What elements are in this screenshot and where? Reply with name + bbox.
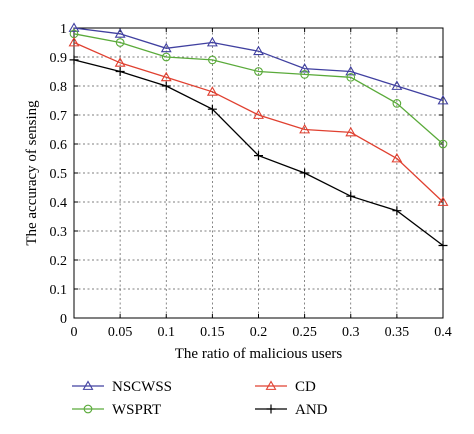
data-point-wsprt bbox=[208, 55, 217, 65]
series-and bbox=[69, 55, 448, 250]
series-wsprt bbox=[69, 29, 448, 149]
data-point-and bbox=[254, 151, 263, 161]
data-point-cd bbox=[114, 57, 126, 67]
x-tick-label: 0.05 bbox=[108, 325, 133, 340]
data-point-cd bbox=[160, 71, 172, 82]
legend-item-wsprt: WSPRT bbox=[72, 402, 161, 418]
x-tick-label: 0.2 bbox=[250, 325, 268, 340]
data-point-cd bbox=[206, 86, 218, 96]
data-point-cd bbox=[437, 196, 449, 206]
data-point-nscwss bbox=[68, 22, 80, 32]
y-tick-label: 0.9 bbox=[50, 51, 68, 66]
y-tick-label: 0.5 bbox=[50, 167, 68, 182]
data-point-nscwss bbox=[160, 42, 172, 53]
legend-item-nscwss: NSCWSS bbox=[72, 379, 172, 395]
data-point-and bbox=[346, 191, 356, 201]
data-point-and bbox=[300, 168, 310, 178]
y-tick-label: 0.7 bbox=[50, 109, 68, 124]
data-point-nscwss bbox=[206, 36, 218, 47]
data-point-and bbox=[115, 67, 125, 76]
x-tick-label: 0.25 bbox=[292, 325, 317, 340]
series-line-wsprt bbox=[73, 33, 444, 145]
data-point-nscwss bbox=[253, 45, 264, 56]
tick-labels: 0 0.05 0.1 0.15 0.2 0.25 0.3 0.35 0.4 0 0.1 0.2 0.3 0… bbox=[50, 22, 452, 340]
x-tick-label: 0.4 bbox=[434, 325, 452, 340]
legend-marker-nscwss bbox=[82, 380, 94, 390]
y-tick-label: 1 bbox=[60, 22, 67, 37]
data-point-and bbox=[392, 206, 402, 216]
y-tick-label: 0.4 bbox=[50, 196, 68, 211]
legend-item-and: AND bbox=[255, 402, 328, 418]
y-tick-label: 0.1 bbox=[50, 283, 68, 298]
y-axis-title: The accuracy of sensing bbox=[24, 100, 40, 246]
series-nscwss bbox=[68, 22, 449, 105]
series-cd bbox=[68, 36, 449, 206]
x-tick-label: 0.1 bbox=[158, 325, 176, 340]
data-point-cd bbox=[253, 109, 264, 119]
y-tick-label: 0.3 bbox=[50, 225, 68, 240]
legend: NSCWSS WSPRT CD AND bbox=[72, 379, 328, 418]
data-point-wsprt bbox=[115, 38, 125, 47]
legend-marker-cd bbox=[265, 380, 277, 390]
y-tick-label: 0.6 bbox=[50, 138, 68, 153]
data-point-and bbox=[207, 104, 217, 114]
legend-label-nscwss: NSCWSS bbox=[112, 379, 172, 395]
legend-label-wsprt: WSPRT bbox=[112, 402, 161, 418]
data-series bbox=[68, 22, 449, 250]
legend-marker-wsprt bbox=[83, 404, 93, 414]
legend-marker-and bbox=[266, 404, 276, 414]
x-tick-label: 0.35 bbox=[385, 325, 410, 340]
legend-label-and: AND bbox=[295, 402, 328, 418]
data-point-nscwss bbox=[391, 80, 403, 90]
data-point-wsprt bbox=[392, 99, 402, 108]
data-point-wsprt bbox=[438, 139, 448, 149]
data-point-nscwss bbox=[437, 94, 449, 105]
data-point-cd bbox=[299, 123, 311, 134]
data-point-nscwss bbox=[299, 62, 311, 73]
legend-label-cd: CD bbox=[295, 379, 316, 395]
x-tick-label: 0.15 bbox=[200, 325, 225, 340]
x-tick-label: 0.3 bbox=[342, 325, 360, 340]
data-point-cd bbox=[345, 126, 357, 137]
data-point-and bbox=[161, 81, 171, 91]
x-tick-label: 0 bbox=[71, 325, 78, 340]
data-point-wsprt bbox=[346, 72, 356, 82]
data-point-cd bbox=[391, 152, 403, 163]
series-line-nscwss bbox=[73, 27, 444, 102]
data-point-and bbox=[438, 241, 448, 250]
grid bbox=[74, 28, 443, 318]
y-tick-label: 0 bbox=[60, 312, 67, 327]
data-point-wsprt bbox=[254, 67, 263, 76]
y-tick-label: 0.2 bbox=[50, 254, 68, 269]
legend-item-cd: CD bbox=[255, 379, 316, 395]
data-point-wsprt bbox=[300, 70, 309, 79]
data-point-and bbox=[69, 55, 79, 65]
data-point-nscwss bbox=[114, 28, 126, 38]
data-point-cd bbox=[68, 36, 80, 47]
data-point-wsprt bbox=[161, 52, 171, 62]
series-line-cd bbox=[73, 41, 444, 203]
y-tick-label: 0.8 bbox=[50, 80, 68, 95]
data-point-nscwss bbox=[345, 65, 357, 76]
x-axis-title: The ratio of malicious users bbox=[175, 346, 343, 362]
